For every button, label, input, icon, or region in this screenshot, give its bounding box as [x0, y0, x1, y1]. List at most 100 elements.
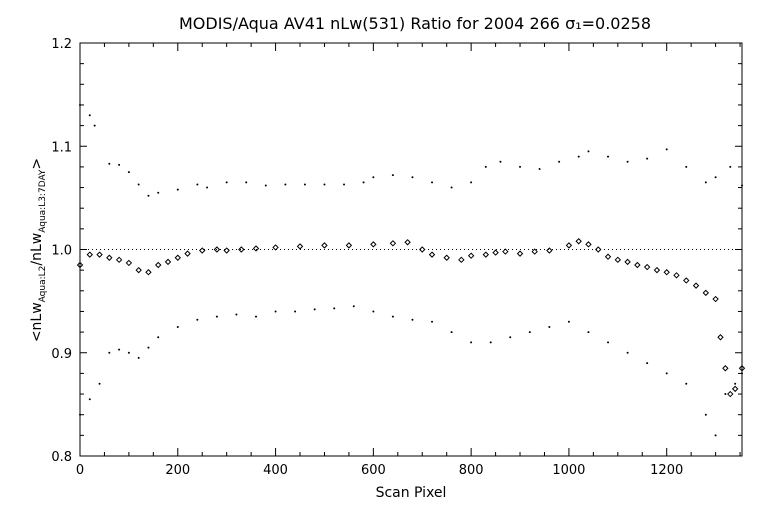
- series-1: [79, 103, 743, 197]
- data-point: [458, 256, 465, 264]
- data-point: [213, 246, 221, 253]
- data-point: [127, 351, 130, 354]
- data-point: [431, 320, 434, 323]
- data-point: [96, 251, 103, 258]
- y-label-sub1: Aqua:L2: [38, 266, 48, 303]
- data-point: [296, 243, 304, 250]
- data-point: [482, 251, 490, 258]
- data-point: [509, 336, 512, 339]
- data-point: [567, 320, 570, 323]
- data-point: [704, 181, 707, 184]
- data-point: [196, 318, 199, 321]
- data-point: [323, 183, 326, 186]
- plot-frame: [79, 42, 743, 457]
- data-point: [653, 266, 661, 274]
- data-point: [88, 114, 91, 117]
- data-point: [272, 244, 279, 251]
- data-point: [223, 247, 230, 254]
- data-point: [76, 261, 84, 269]
- data-point: [738, 365, 746, 372]
- x-tick-label: 1000: [552, 463, 585, 478]
- data-point: [502, 248, 509, 255]
- data-point: [519, 165, 522, 168]
- data-point: [607, 155, 610, 158]
- data-point: [255, 315, 258, 318]
- data-point: [86, 251, 93, 258]
- data-point: [238, 246, 245, 253]
- data-point: [118, 348, 121, 351]
- data-point: [343, 183, 346, 186]
- y-tick-label: 0.9: [51, 347, 72, 362]
- data-point: [731, 385, 739, 393]
- series-2: [79, 305, 743, 437]
- data-point: [546, 247, 553, 254]
- data-point: [626, 351, 629, 354]
- y-label-sub2: Aqua:L3:7DAY: [38, 169, 48, 233]
- x-tick-label: 800: [459, 463, 484, 478]
- data-point: [93, 124, 96, 127]
- data-point: [352, 305, 355, 308]
- data-point: [724, 393, 727, 396]
- data-point: [125, 259, 133, 267]
- data-point: [558, 160, 561, 163]
- data-point: [704, 413, 707, 416]
- data-point: [196, 183, 199, 186]
- data-point: [404, 239, 411, 246]
- data-point: [683, 277, 690, 284]
- data-point: [712, 295, 719, 303]
- data-point: [294, 310, 297, 313]
- data-point: [108, 162, 111, 165]
- data-point: [741, 372, 743, 375]
- data-point: [665, 148, 668, 151]
- data-point: [118, 163, 121, 166]
- data-point: [528, 331, 531, 334]
- data-point: [489, 341, 492, 344]
- data-point: [607, 341, 610, 344]
- data-point: [538, 167, 541, 170]
- x-axis-label: Scan Pixel: [376, 485, 447, 501]
- data-point: [79, 413, 81, 416]
- data-point: [492, 249, 499, 256]
- data-point: [450, 186, 453, 189]
- data-point: [411, 176, 414, 179]
- data-point: [714, 176, 717, 179]
- data-point: [734, 382, 737, 385]
- x-tick-label: 600: [361, 463, 386, 478]
- data-point: [199, 247, 206, 254]
- data-point: [419, 246, 426, 253]
- data-point: [362, 181, 365, 184]
- data-point: [274, 310, 277, 313]
- data-point: [663, 269, 670, 276]
- data-point: [624, 258, 631, 266]
- x-axis: 0 200 400 600 800 1000 1200: [76, 43, 741, 478]
- data-point: [729, 165, 732, 168]
- data-point: [284, 183, 287, 186]
- chart-title: MODIS/Aqua AV41 nLw(531) Ratio for 2004 …: [179, 14, 651, 33]
- y-label-open: <nLw: [29, 302, 45, 342]
- data-point: [174, 254, 181, 261]
- data-point: [79, 103, 81, 106]
- data-point: [646, 362, 649, 365]
- data-point: [333, 307, 336, 310]
- data-point: [714, 434, 717, 437]
- data-point: [389, 240, 397, 247]
- data-point: [467, 252, 475, 259]
- data-point: [147, 194, 150, 197]
- data-point: [531, 248, 538, 255]
- data-point: [450, 331, 453, 334]
- y-tick-label: 1.1: [51, 140, 72, 155]
- data-point: [587, 150, 590, 153]
- data-point: [443, 254, 450, 261]
- data-point: [303, 183, 306, 186]
- data-point: [643, 263, 651, 271]
- data-point: [673, 272, 680, 279]
- data-point: [155, 261, 162, 269]
- data-point: [206, 186, 209, 189]
- data-point: [235, 313, 238, 316]
- data-point: [345, 242, 353, 249]
- data-point: [115, 256, 123, 264]
- data-point: [245, 181, 248, 184]
- data-point: [741, 184, 743, 187]
- data-point: [108, 351, 111, 354]
- data-point: [665, 372, 668, 375]
